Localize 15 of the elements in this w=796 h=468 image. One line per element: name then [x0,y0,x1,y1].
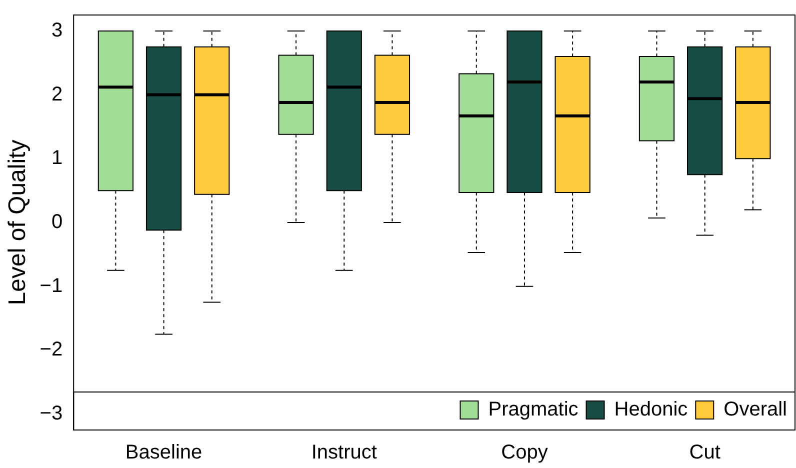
legend-label: Overall [724,398,788,421]
x-tick-label: Baseline [125,442,202,464]
y-tick-label: −2 [40,338,63,361]
legend-label: Pragmatic [488,398,578,421]
y-tick-label: 1 [51,147,63,170]
y-axis-title: Level of Quality [4,140,32,306]
x-tick-label: Instruct [311,442,378,464]
x-tick-label: Cut [689,442,721,464]
y-tick-label: −1 [40,274,63,297]
x-tick-label: Copy [501,442,548,464]
y-tick-label: 0 [51,211,63,234]
y-tick-label: 2 [51,83,63,106]
legend-label: Hedonic [614,398,688,421]
y-tick-label: −3 [40,402,63,425]
y-tick-label: 3 [51,19,63,42]
